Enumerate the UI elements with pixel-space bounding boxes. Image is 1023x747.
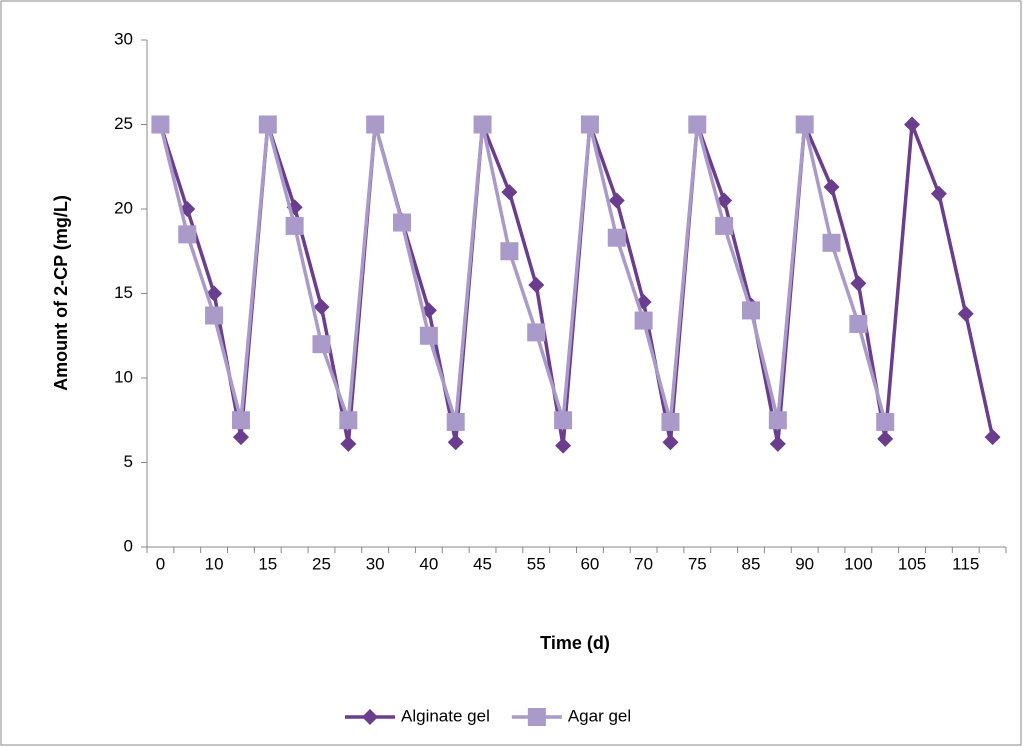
data-point: [232, 429, 249, 446]
x-tick-label: 45: [473, 554, 492, 573]
data-point: [151, 115, 170, 134]
y-tick-label: 15: [114, 283, 133, 302]
data-point: [178, 225, 197, 244]
y-tick-label: 10: [114, 367, 133, 386]
x-axis-label: Time (d): [540, 633, 610, 653]
data-point: [528, 277, 545, 294]
data-point: [473, 115, 492, 134]
data-point: [741, 301, 760, 320]
data-point: [957, 305, 974, 322]
data-point: [340, 435, 357, 452]
data-point: [849, 314, 868, 333]
x-tick-label: 105: [898, 554, 926, 573]
data-point: [555, 437, 572, 454]
data-point: [795, 115, 814, 134]
data-point: [446, 412, 465, 431]
data-point: [715, 216, 734, 235]
data-point: [850, 275, 867, 292]
data-point: [205, 306, 224, 325]
x-tick-label: 55: [527, 554, 546, 573]
x-tick-label: 0: [156, 554, 165, 573]
data-point: [447, 434, 464, 451]
data-point: [500, 242, 519, 261]
data-point: [285, 216, 304, 235]
data-point: [231, 411, 250, 430]
x-tick-label: 100: [844, 554, 872, 573]
data-point: [608, 192, 625, 209]
x-tick-label: 15: [258, 554, 277, 573]
x-tick-label: 85: [742, 554, 761, 573]
data-point: [313, 299, 330, 316]
data-point: [580, 115, 599, 134]
data-point: [366, 115, 385, 134]
data-point: [393, 213, 412, 232]
data-point: [501, 184, 518, 201]
y-axis-label: Amount of 2-CP (mg/L): [51, 195, 71, 391]
y-tick-label: 25: [114, 114, 133, 133]
data-point: [822, 233, 841, 252]
data-point: [339, 411, 358, 430]
y-tick-label: 5: [124, 452, 133, 471]
x-tick-label: 25: [312, 554, 331, 573]
data-point: [768, 411, 787, 430]
x-tick-label: 40: [419, 554, 438, 573]
legend-label: Alginate gel: [401, 706, 490, 725]
x-tick-label: 30: [366, 554, 385, 573]
data-point: [769, 435, 786, 452]
x-tick-label: 70: [634, 554, 653, 573]
data-point: [877, 430, 894, 447]
data-point: [823, 179, 840, 196]
series-line: [158, 124, 887, 423]
data-point: [662, 434, 679, 451]
data-point: [661, 412, 680, 431]
data-point: [876, 412, 895, 431]
data-point: [554, 411, 573, 430]
data-point: [634, 311, 653, 330]
x-tick-label: 75: [688, 554, 707, 573]
data-point: [312, 335, 331, 354]
legend-marker: [527, 708, 546, 726]
data-point: [688, 115, 707, 134]
data-point: [930, 185, 947, 202]
data-point: [984, 429, 1001, 446]
x-tick-label: 90: [795, 554, 814, 573]
y-tick-label: 30: [114, 29, 133, 48]
x-tick-label: 115: [952, 554, 979, 573]
legend-label: Agar gel: [568, 706, 631, 725]
legend-marker: [362, 709, 378, 725]
data-point: [206, 285, 223, 302]
data-point: [904, 116, 921, 133]
x-tick-label: 60: [580, 554, 599, 573]
data-point: [258, 115, 277, 134]
data-point: [607, 228, 626, 247]
x-tick-label: 10: [205, 554, 224, 573]
y-tick-label: 0: [124, 536, 133, 555]
y-tick-label: 20: [114, 198, 133, 217]
data-point: [527, 323, 546, 342]
data-point: [419, 326, 438, 345]
